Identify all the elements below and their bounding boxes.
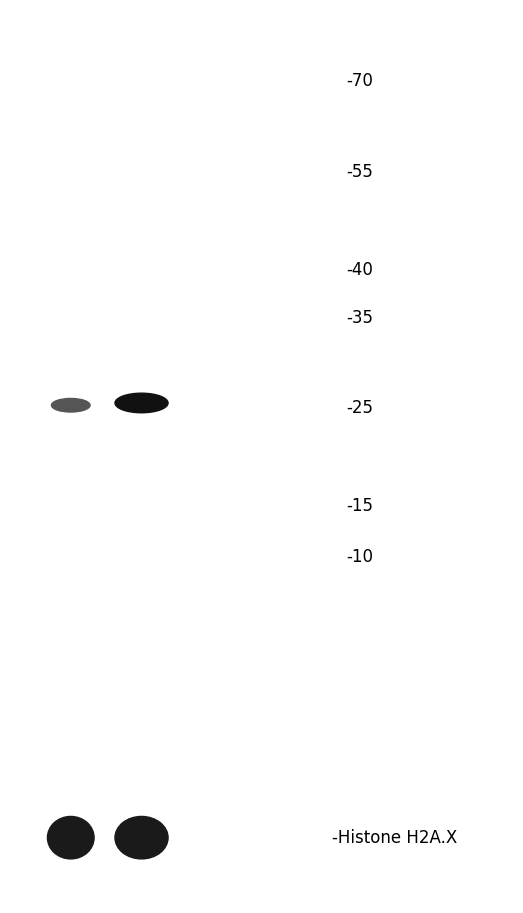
Ellipse shape (115, 394, 168, 413)
Ellipse shape (115, 816, 168, 859)
Text: -Histone H2A.X: -Histone H2A.X (332, 829, 457, 846)
Text: -55: -55 (346, 163, 373, 181)
Text: -15: -15 (346, 498, 373, 515)
Text: -40: -40 (346, 260, 373, 278)
Ellipse shape (51, 398, 90, 412)
Text: -10: -10 (346, 549, 373, 566)
Text: -70: -70 (346, 72, 373, 90)
Text: -35: -35 (346, 309, 373, 327)
Ellipse shape (48, 816, 94, 859)
Text: -25: -25 (346, 399, 373, 417)
